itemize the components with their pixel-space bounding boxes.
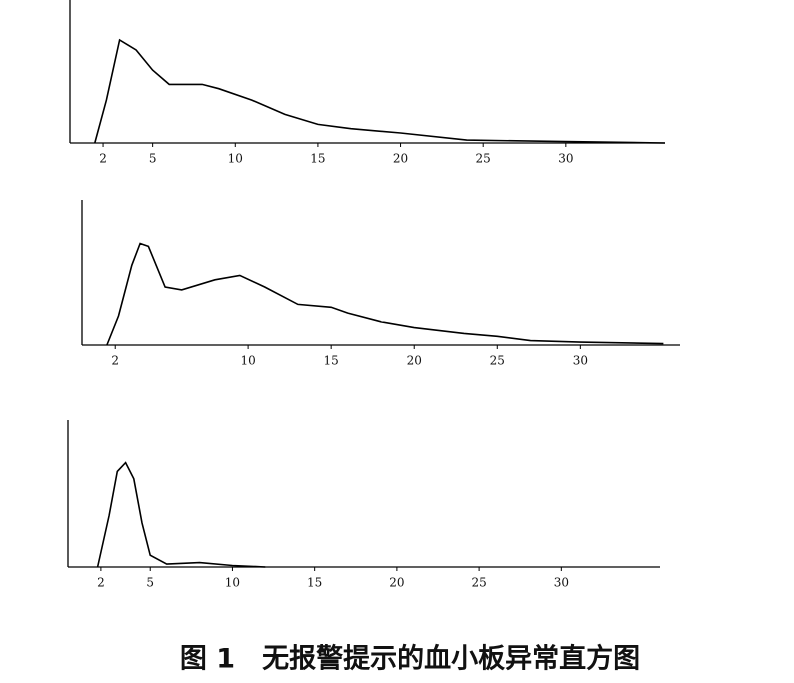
x-tick-label: 25 [476, 152, 491, 166]
histogram-curve [106, 242, 664, 346]
x-tick-label: 10 [225, 576, 240, 590]
x-tick-label: 5 [149, 152, 157, 166]
x-tick-label: 10 [228, 152, 243, 166]
x-tick-label: 25 [471, 576, 486, 590]
x-tick-label: 25 [490, 354, 505, 368]
x-tick-label: 15 [307, 576, 322, 590]
histogram-curve [96, 461, 266, 568]
x-tick-label: 15 [310, 152, 325, 166]
caption: 图 1 无报警提示的血小板异常直方图 [180, 643, 640, 675]
x-tick-label: 2 [97, 576, 105, 590]
x-tick-label: 15 [324, 354, 339, 368]
x-tick-label: 30 [554, 576, 569, 590]
x-tick-label: 20 [407, 354, 422, 368]
x-tick-label: 30 [573, 354, 588, 368]
x-tick-label: 20 [389, 576, 404, 590]
x-tick-label: 2 [99, 152, 107, 166]
x-tick-label: 30 [558, 152, 573, 166]
x-tick-label: 10 [240, 354, 255, 368]
x-tick-label: 20 [393, 152, 408, 166]
x-tick-label: 5 [146, 576, 154, 590]
histogram-curve [94, 38, 666, 144]
x-tick-label: 2 [111, 354, 119, 368]
